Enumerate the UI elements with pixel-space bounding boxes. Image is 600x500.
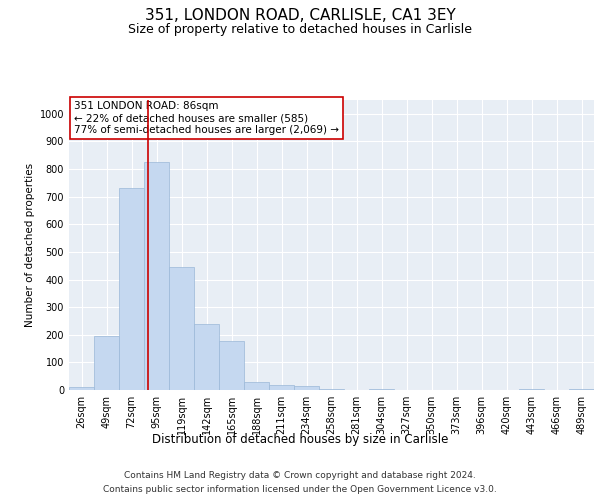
Bar bbox=[369, 388, 394, 390]
Text: 351, LONDON ROAD, CARLISLE, CA1 3EY: 351, LONDON ROAD, CARLISLE, CA1 3EY bbox=[145, 8, 455, 22]
Bar bbox=[119, 188, 144, 390]
Text: Distribution of detached houses by size in Carlisle: Distribution of detached houses by size … bbox=[152, 432, 448, 446]
Y-axis label: Number of detached properties: Number of detached properties bbox=[25, 163, 35, 327]
Bar bbox=[69, 387, 94, 390]
Bar bbox=[194, 324, 219, 390]
Bar bbox=[219, 341, 244, 390]
Bar bbox=[294, 386, 319, 390]
Text: Contains HM Land Registry data © Crown copyright and database right 2024.: Contains HM Land Registry data © Crown c… bbox=[124, 471, 476, 480]
Bar bbox=[269, 385, 294, 390]
Bar bbox=[569, 388, 594, 390]
Text: 351 LONDON ROAD: 86sqm
← 22% of detached houses are smaller (585)
77% of semi-de: 351 LONDON ROAD: 86sqm ← 22% of detached… bbox=[74, 102, 339, 134]
Bar bbox=[319, 388, 344, 390]
Text: Size of property relative to detached houses in Carlisle: Size of property relative to detached ho… bbox=[128, 22, 472, 36]
Bar bbox=[94, 336, 119, 390]
Bar bbox=[519, 388, 544, 390]
Bar bbox=[169, 267, 194, 390]
Bar bbox=[144, 162, 169, 390]
Text: Contains public sector information licensed under the Open Government Licence v3: Contains public sector information licen… bbox=[103, 485, 497, 494]
Bar bbox=[244, 382, 269, 390]
